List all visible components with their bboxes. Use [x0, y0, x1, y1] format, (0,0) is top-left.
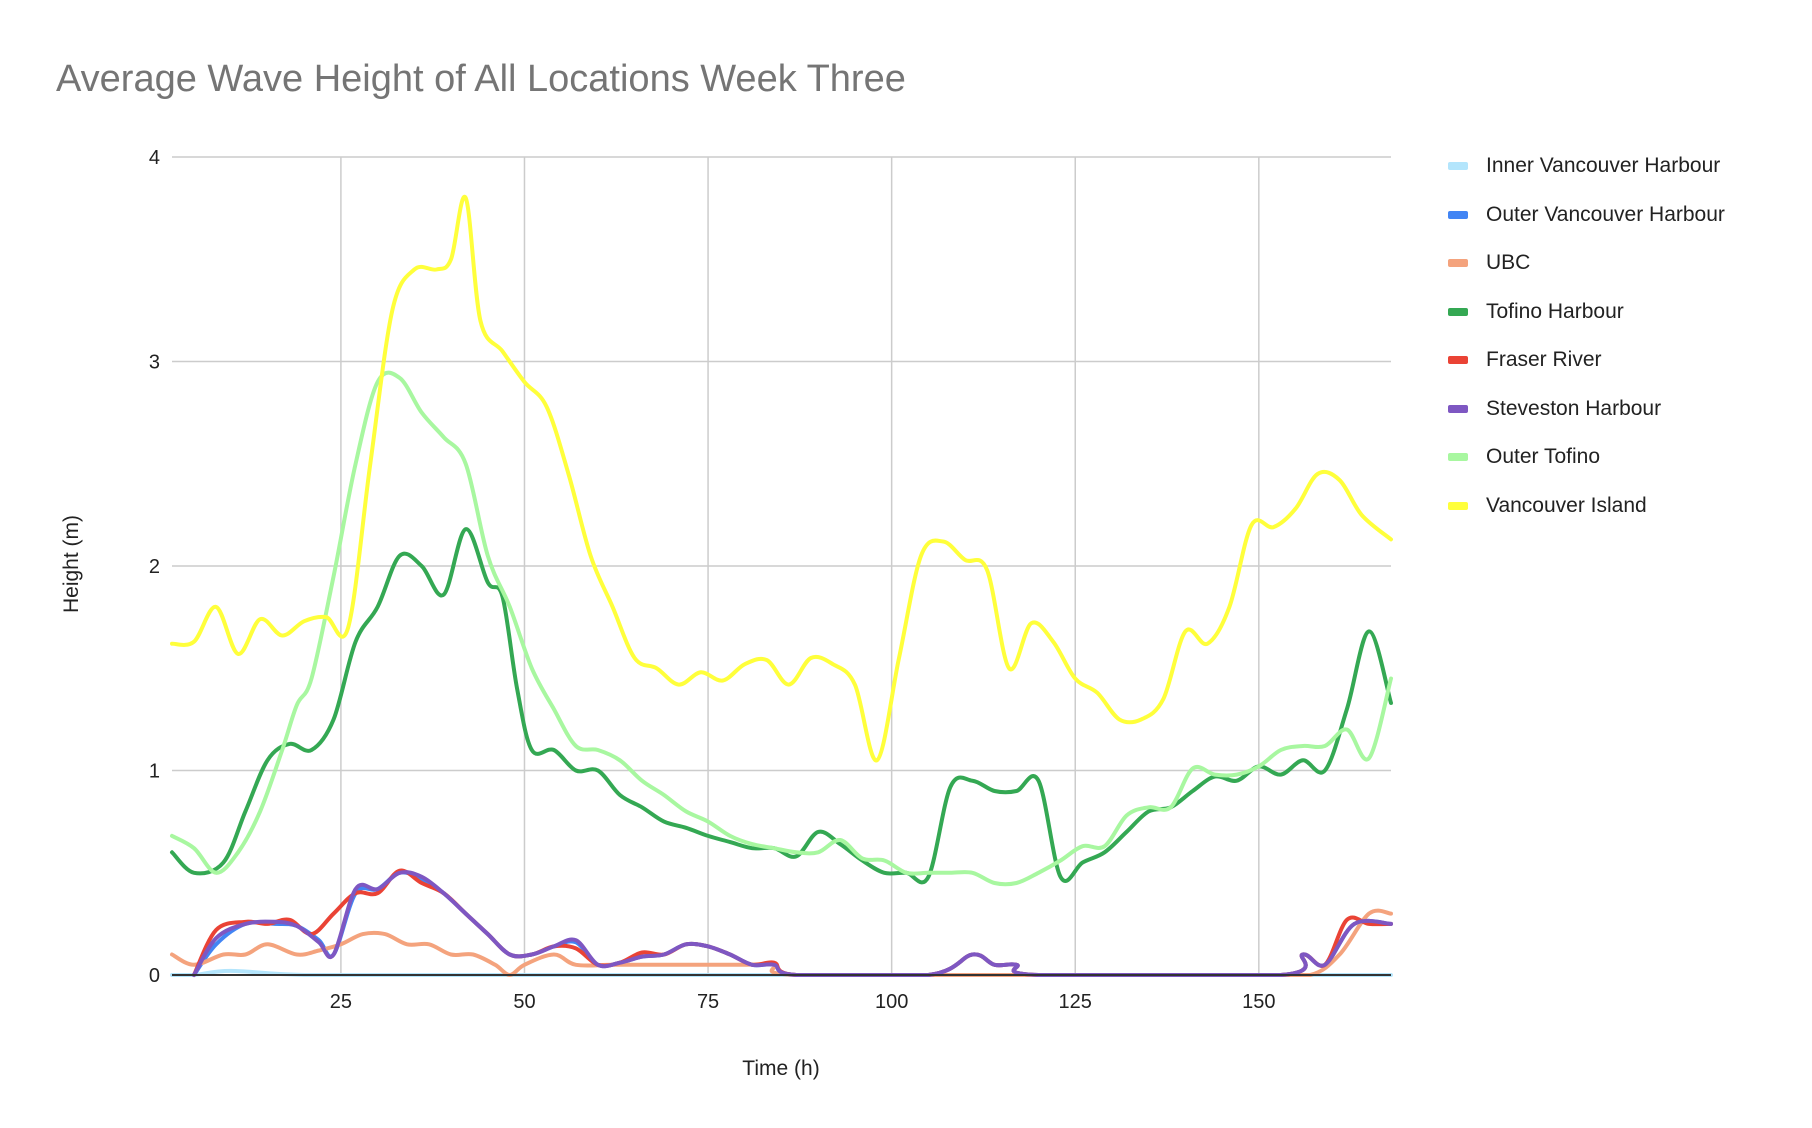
y-tick-label: 1 [149, 761, 160, 783]
y-tick-label: 3 [149, 352, 160, 374]
x-tick-label: 25 [330, 991, 352, 1013]
x-tick-label: 75 [697, 991, 719, 1013]
legend-item-tofino-harbour[interactable]: Tofino Harbour [1448, 288, 1725, 337]
legend-swatch [1448, 356, 1468, 365]
legend-label: Fraser River [1486, 348, 1602, 372]
series-line-vancouver-island [170, 194, 1393, 763]
y-tick-labels: 0 1 2 3 4 [149, 147, 160, 987]
series-line-outer-tofino [170, 370, 1393, 887]
gridlines [172, 156, 1391, 975]
x-tick-labels: 25 50 75 100 125 150 [330, 991, 1276, 1013]
series-lines [170, 194, 1393, 978]
legend: Inner Vancouver Harbour Outer Vancouver H… [1448, 142, 1725, 530]
legend-swatch [1448, 453, 1468, 462]
y-tick-label: 4 [149, 147, 160, 169]
legend-label: Tofino Harbour [1486, 299, 1624, 323]
legend-swatch [1448, 404, 1468, 413]
legend-label: Outer Tofino [1486, 445, 1601, 469]
y-axis-title: Height (m) [60, 515, 83, 613]
legend-swatch [1448, 210, 1468, 219]
legend-label: Steveston Harbour [1486, 396, 1662, 420]
legend-swatch [1448, 162, 1468, 171]
legend-item-outer-vancouver-harbour[interactable]: Outer Vancouver Harbour [1448, 191, 1725, 240]
legend-item-outer-tofino[interactable]: Outer Tofino [1448, 433, 1725, 482]
series-line-ubc [170, 908, 1393, 978]
legend-swatch [1448, 259, 1468, 268]
legend-swatch [1448, 501, 1468, 510]
y-tick-label: 2 [149, 556, 160, 578]
legend-label: Outer Vancouver Harbour [1486, 202, 1725, 226]
x-tick-label: 100 [875, 991, 908, 1013]
chart-title: Average Wave Height of All Locations Wee… [56, 58, 906, 100]
series-line-fraser-river [192, 868, 1393, 978]
legend-label: Inner Vancouver Harbour [1486, 154, 1721, 178]
legend-item-steveston-harbour[interactable]: Steveston Harbour [1448, 385, 1725, 434]
legend-label: UBC [1486, 251, 1531, 275]
x-axis-title: Time (h) [742, 1057, 819, 1080]
x-tick-label: 125 [1059, 991, 1092, 1013]
legend-item-vancouver-island[interactable]: Vancouver Island [1448, 482, 1725, 531]
legend-item-inner-vancouver-harbour[interactable]: Inner Vancouver Harbour [1448, 142, 1725, 191]
legend-item-fraser-river[interactable]: Fraser River [1448, 336, 1725, 385]
series-line-steveston-harbour [192, 870, 1393, 978]
x-tick-label: 50 [513, 991, 535, 1013]
legend-swatch [1448, 307, 1468, 316]
x-tick-label: 150 [1242, 991, 1275, 1013]
legend-label: Vancouver Island [1486, 493, 1647, 517]
legend-item-ubc[interactable]: UBC [1448, 239, 1725, 288]
y-tick-label: 0 [149, 965, 160, 987]
